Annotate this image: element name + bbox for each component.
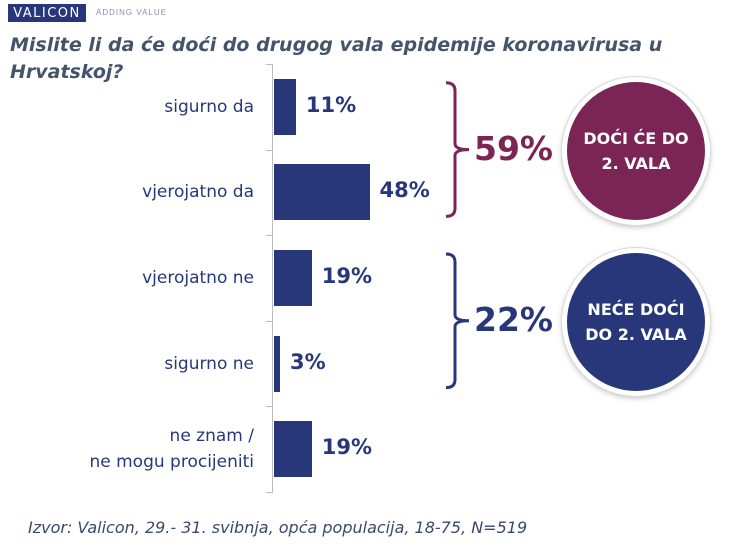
bar — [274, 335, 280, 392]
axis-tick — [266, 492, 273, 493]
value-label: 48% — [379, 178, 430, 203]
bracket-nece-doci — [445, 252, 470, 390]
axis-tick — [266, 235, 273, 237]
value-label: 19% — [321, 435, 373, 460]
category-label: sigurno da — [164, 96, 254, 117]
circle-nece-doci: NEĆE DOĆI DO 2. VALA — [562, 247, 710, 396]
axis-tick — [266, 406, 273, 408]
axis-tick — [266, 64, 273, 65]
group-total-doci-ce: 59% — [474, 128, 553, 168]
value-label: 3% — [289, 349, 326, 374]
category-label: vjerojatno ne — [142, 268, 254, 288]
category-label: ne znam / ne mogu procijeniti — [89, 426, 254, 473]
group-total-nece-doci: 22% — [474, 299, 553, 339]
category-axis — [272, 64, 273, 492]
chart-title: Mislite li da će doći do drugog vala epi… — [10, 34, 663, 83]
category-label: vjerojatno da — [142, 182, 254, 203]
bar — [274, 421, 312, 478]
bar — [274, 78, 296, 135]
source-note: Izvor: Valicon, 29.- 31. svibnja, opća p… — [28, 518, 528, 537]
value-label: 11% — [305, 92, 357, 117]
circle-doci-ce: DOĆI ĆE DO 2. VALA — [562, 76, 710, 225]
bar — [274, 250, 312, 306]
axis-tick — [266, 320, 273, 322]
category-label: sigurno ne — [164, 353, 254, 374]
bar — [274, 164, 370, 221]
valicon-logo: VALICON — [8, 4, 86, 22]
tagline: ADDING VALUE — [96, 8, 167, 17]
bracket-doci-ce — [445, 81, 470, 218]
value-label: 19% — [321, 264, 373, 288]
axis-tick — [266, 149, 273, 151]
